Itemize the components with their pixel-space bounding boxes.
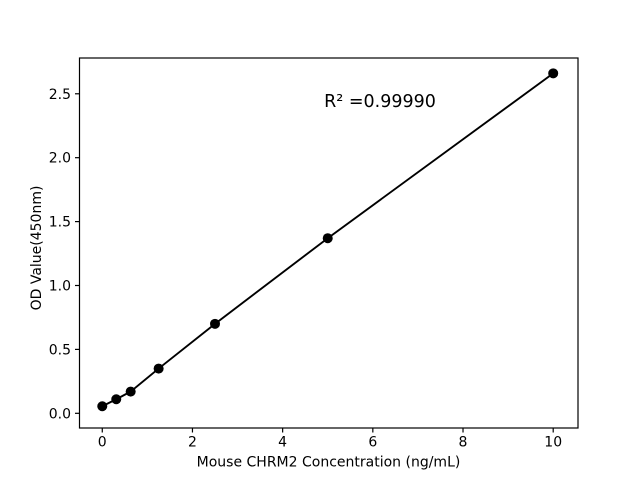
y-axis-label: OD Value(450nm) [29, 186, 45, 311]
y-axis: 0.0 0.5 1.0 1.5 2.0 2.5 [49, 87, 80, 422]
data-point [210, 318, 221, 329]
y-tick-label: 1.5 [49, 215, 71, 231]
data-point [111, 394, 122, 405]
series-group [97, 68, 559, 412]
x-tick-label: 2 [188, 435, 197, 451]
r-squared-annotation: R² =0.99990 [324, 92, 436, 112]
x-axis: 0 2 4 6 8 10 [98, 428, 562, 451]
x-tick-label: 4 [278, 435, 287, 451]
data-point [322, 233, 333, 244]
x-tick-label: 8 [459, 435, 468, 451]
plot-border [78, 57, 579, 429]
data-point [548, 68, 559, 79]
y-tick-label: 0.5 [49, 342, 71, 358]
data-point [97, 401, 108, 412]
data-point [125, 386, 136, 397]
y-tick-label: 2.5 [49, 87, 71, 103]
y-tick-label: 1.0 [49, 278, 71, 294]
x-tick-label: 6 [368, 435, 377, 451]
data-point [153, 363, 164, 374]
y-tick-label: 0.0 [49, 406, 71, 422]
x-tick-label: 10 [544, 435, 562, 451]
x-axis-label: Mouse CHRM2 Concentration (ng/mL) [197, 455, 461, 471]
x-tick-label: 0 [98, 435, 107, 451]
y-tick-label: 2.0 [49, 151, 71, 167]
